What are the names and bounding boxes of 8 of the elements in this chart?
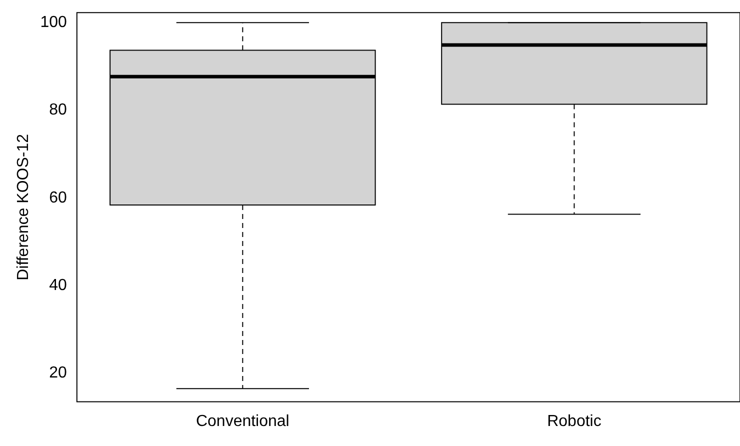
y-tick-label: 40 — [49, 277, 67, 294]
x-tick-label: Conventional — [196, 412, 290, 430]
y-tick-label: 60 — [49, 189, 67, 206]
x-tick-label: Robotic — [547, 412, 602, 430]
y-axis-title: Difference KOOS-12 — [15, 134, 32, 280]
y-tick-label: 80 — [49, 102, 67, 119]
y-tick-label: 100 — [40, 14, 67, 32]
y-tick-label: 20 — [49, 364, 67, 382]
